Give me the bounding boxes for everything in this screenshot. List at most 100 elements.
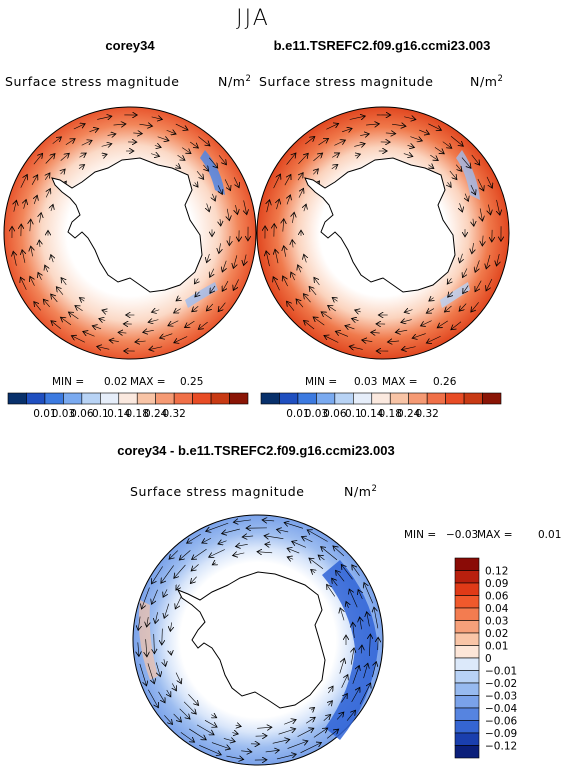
stress-vector bbox=[371, 332, 380, 333]
stress-vector bbox=[203, 164, 208, 171]
map-panel1 bbox=[3, 106, 257, 360]
stress-vector bbox=[52, 137, 62, 144]
stress-vector bbox=[352, 666, 359, 684]
colorbar-tick-label: 0.04 bbox=[485, 603, 509, 615]
colorbar-swatch bbox=[454, 632, 480, 646]
stress-vector bbox=[99, 319, 106, 321]
stress-vector bbox=[331, 164, 338, 168]
stress-vector bbox=[284, 174, 291, 186]
stress-vector bbox=[45, 173, 50, 181]
stress-vector bbox=[75, 306, 83, 312]
stress-vector bbox=[170, 622, 171, 631]
stress-vector bbox=[305, 137, 315, 145]
colorbar-tick-label: 0.24 bbox=[397, 408, 421, 420]
stress-vector bbox=[296, 299, 304, 308]
stress-vector bbox=[102, 310, 107, 312]
colorbar-tick-label: 0.06 bbox=[323, 408, 347, 420]
colorbar-panel1: 0.010.030.060.10.140.180.240.32 bbox=[7, 392, 249, 420]
stress-vector bbox=[147, 617, 149, 627]
stress-vector bbox=[257, 727, 272, 728]
stress-vector bbox=[157, 137, 169, 141]
stress-vector bbox=[461, 157, 471, 169]
stress-vector bbox=[473, 218, 474, 227]
stress-vector bbox=[235, 204, 237, 214]
stress-vector bbox=[182, 147, 191, 154]
stress-vector bbox=[13, 251, 16, 266]
stress-vector bbox=[89, 128, 99, 131]
colorbar-swatch bbox=[260, 392, 280, 405]
panel1-min-value: 0.02 bbox=[104, 376, 127, 388]
stress-vector bbox=[459, 303, 467, 312]
stress-vector bbox=[189, 141, 198, 148]
stress-vector bbox=[430, 154, 438, 160]
stress-vector bbox=[351, 687, 360, 703]
stress-vector bbox=[321, 547, 338, 561]
colorbar-tick-label: −0.03 bbox=[485, 691, 517, 703]
stress-vector bbox=[369, 634, 370, 656]
stress-vector bbox=[210, 285, 216, 293]
stress-vector bbox=[236, 544, 248, 546]
stress-vector bbox=[287, 557, 294, 559]
stress-vector bbox=[429, 298, 434, 301]
stress-vector bbox=[472, 242, 474, 254]
stress-vector bbox=[113, 124, 126, 125]
stress-vector bbox=[218, 541, 227, 544]
stress-vector bbox=[262, 520, 275, 521]
stress-vector bbox=[336, 570, 345, 582]
stress-vector bbox=[404, 310, 413, 313]
stress-vector bbox=[462, 268, 466, 277]
stress-vector bbox=[326, 123, 338, 130]
stress-vector bbox=[355, 310, 361, 312]
stress-vector bbox=[227, 208, 229, 221]
stress-vector bbox=[209, 549, 225, 558]
stress-vector bbox=[283, 276, 288, 287]
stress-vector bbox=[163, 589, 167, 597]
stress-vector bbox=[284, 522, 304, 529]
stress-vector bbox=[20, 175, 27, 188]
stress-vector bbox=[241, 751, 252, 752]
stress-vector bbox=[194, 279, 198, 284]
stress-vector bbox=[351, 648, 354, 665]
stress-vector bbox=[169, 550, 178, 560]
stress-vector bbox=[477, 178, 484, 191]
stress-vector bbox=[364, 583, 374, 604]
stress-vector bbox=[179, 550, 191, 560]
stress-vector bbox=[292, 541, 307, 548]
stress-vectors-panel2 bbox=[265, 115, 501, 351]
stress-vector bbox=[429, 165, 434, 169]
stress-vector bbox=[180, 732, 195, 742]
stress-vector bbox=[220, 219, 221, 226]
colorbar-tick-label: −0.09 bbox=[485, 728, 517, 740]
colorbar-swatch bbox=[482, 392, 502, 405]
colorbar-swatch bbox=[155, 392, 175, 405]
stress-vector bbox=[497, 199, 500, 215]
colorbar-swatch bbox=[408, 392, 428, 405]
stress-vector bbox=[147, 663, 154, 683]
stress-vector bbox=[148, 689, 158, 708]
stress-vector bbox=[154, 145, 161, 147]
stress-vector bbox=[179, 708, 190, 719]
stress-vector bbox=[97, 346, 110, 349]
stress-vector bbox=[175, 123, 188, 130]
stress-vector bbox=[359, 683, 371, 705]
colorbar-swatch bbox=[63, 392, 83, 405]
colorbar-tick-label: 0.18 bbox=[126, 408, 149, 420]
colorbar-swatch bbox=[454, 582, 480, 596]
stress-vector bbox=[284, 246, 286, 257]
stress-vector bbox=[362, 340, 373, 342]
stress-vector bbox=[463, 285, 469, 294]
stress-vector bbox=[229, 236, 230, 246]
panel1-case-label: corey34 bbox=[105, 38, 155, 53]
stress-vector bbox=[352, 318, 359, 320]
stress-vector bbox=[471, 154, 480, 165]
stress-vector bbox=[333, 546, 345, 557]
colorbar-swatch bbox=[389, 392, 409, 405]
stress-vector bbox=[321, 312, 332, 320]
colorbar-swatch bbox=[454, 695, 480, 709]
stress-vector bbox=[349, 116, 366, 119]
stress-vector bbox=[51, 255, 53, 263]
colorbar-tick-label: 0.06 bbox=[485, 591, 509, 603]
stress-vector bbox=[486, 176, 492, 188]
panel1-min-label: MIN = bbox=[52, 376, 84, 388]
stress-vector bbox=[56, 287, 64, 295]
